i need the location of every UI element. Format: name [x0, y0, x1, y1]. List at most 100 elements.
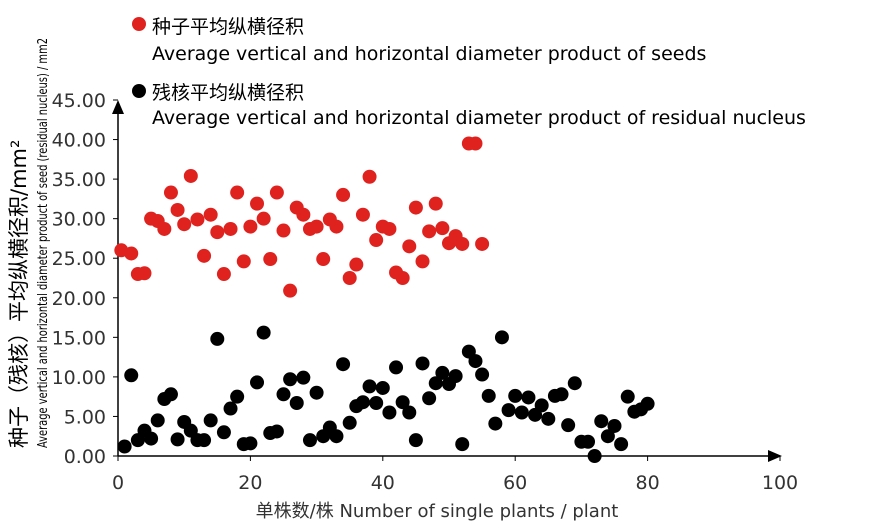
point-s0-23 [269, 185, 284, 200]
y-axis-arrow [112, 100, 124, 114]
point-s0-20 [250, 196, 265, 211]
point-s1-79 [640, 396, 655, 411]
point-s1-5 [150, 413, 165, 428]
point-s1-50 [448, 369, 463, 384]
legend-label-residual-nucleus-cn: 残核平均纵横径积 [152, 82, 304, 104]
point-s1-71 [587, 449, 602, 463]
point-s1-56 [488, 416, 503, 431]
point-s1-7 [163, 387, 178, 402]
point-s1-43 [402, 405, 417, 420]
series-0 [114, 136, 490, 298]
point-s0-46 [422, 224, 437, 239]
point-s0-8 [170, 202, 185, 217]
legend: 种子平均纵横径积 Average vertical and horizontal… [132, 16, 806, 129]
point-s1-24 [276, 387, 291, 402]
point-s0-42 [395, 271, 410, 285]
axes [112, 100, 782, 462]
point-s0-34 [342, 271, 357, 285]
point-s0-7 [163, 185, 178, 200]
point-s0-35 [349, 257, 364, 272]
point-s0-14 [210, 225, 225, 240]
point-s1-45 [415, 356, 430, 371]
point-s1-17 [230, 389, 245, 404]
point-s1-21 [256, 325, 271, 340]
point-s0-1 [124, 246, 139, 261]
y-axis-title-en: Average vertical and horizontal diameter… [36, 38, 51, 448]
point-s0-19 [243, 219, 258, 234]
point-s0-11 [190, 212, 205, 227]
point-s1-20 [250, 375, 265, 390]
point-s1-46 [422, 391, 437, 406]
x-tick-label-3: 60 [503, 472, 527, 494]
point-s1-15 [216, 425, 231, 440]
point-s0-45 [415, 254, 430, 269]
x-axis-ticks: 0 20 40 60 80 100 [112, 456, 798, 494]
point-s0-22 [263, 252, 278, 267]
point-s0-33 [336, 187, 351, 202]
y-tick-label-3: 15.00 [52, 327, 106, 349]
point-s1-0 [117, 439, 132, 454]
point-s1-28 [302, 433, 317, 448]
point-s1-27 [296, 370, 311, 385]
point-s1-40 [382, 405, 397, 420]
point-s1-16 [223, 401, 238, 416]
point-s1-36 [355, 395, 370, 410]
point-s1-73 [600, 429, 615, 444]
legend-marker-seeds [132, 17, 146, 31]
point-s0-25 [283, 283, 298, 298]
point-s0-27 [296, 207, 311, 222]
point-s1-29 [309, 385, 324, 400]
point-s1-47 [428, 376, 443, 391]
point-s1-72 [594, 414, 609, 429]
point-s1-64 [541, 411, 556, 426]
legend-entry-residual-nucleus: 残核平均纵横径积 Average vertical and horizontal… [132, 82, 806, 129]
point-s1-60 [514, 405, 529, 420]
point-s0-21 [256, 211, 271, 226]
point-s1-58 [501, 403, 516, 418]
point-s1-75 [614, 437, 629, 452]
point-s0-3 [137, 266, 152, 281]
x-tick-label-2: 40 [371, 472, 395, 494]
y-tick-label-8: 40.00 [52, 130, 106, 152]
legend-marker-residual-nucleus [132, 84, 146, 98]
point-s0-12 [197, 248, 212, 263]
point-s1-26 [289, 395, 304, 410]
point-s1-76 [620, 389, 635, 404]
point-s1-25 [283, 372, 298, 387]
point-s1-59 [508, 388, 523, 403]
x-tick-label-4: 80 [636, 472, 660, 494]
point-s1-32 [329, 429, 344, 444]
y-tick-label-9: 45.00 [52, 90, 106, 112]
x-tick-label-0: 0 [112, 472, 124, 494]
point-s1-54 [475, 367, 490, 382]
point-s1-41 [389, 360, 404, 375]
point-s1-37 [362, 379, 377, 394]
y-tick-label-0: 0.00 [64, 446, 106, 468]
point-s0-54 [475, 236, 490, 251]
point-s1-13 [203, 413, 218, 428]
point-s0-36 [355, 207, 370, 222]
point-s1-39 [375, 380, 390, 395]
y-tick-label-4: 20.00 [52, 288, 106, 310]
point-s1-63 [534, 398, 549, 413]
point-s0-16 [223, 221, 238, 236]
point-s1-70 [581, 434, 596, 449]
point-s1-38 [369, 395, 384, 410]
point-s0-29 [309, 219, 324, 234]
point-s0-47 [428, 196, 443, 211]
point-s1-67 [561, 418, 576, 433]
y-tick-label-6: 30.00 [52, 209, 106, 231]
point-s0-9 [177, 217, 192, 232]
point-s1-42 [395, 395, 410, 410]
x-axis-arrow [768, 450, 782, 462]
point-s1-51 [455, 437, 470, 452]
point-s1-61 [521, 390, 536, 405]
point-s1-57 [494, 330, 509, 345]
point-s1-66 [554, 387, 569, 402]
point-s1-8 [170, 432, 185, 447]
point-s0-17 [230, 185, 245, 200]
point-s1-44 [408, 433, 423, 448]
y-tick-label-1: 5.00 [64, 406, 106, 428]
legend-label-seeds-en: Average vertical and horizontal diameter… [152, 43, 706, 65]
